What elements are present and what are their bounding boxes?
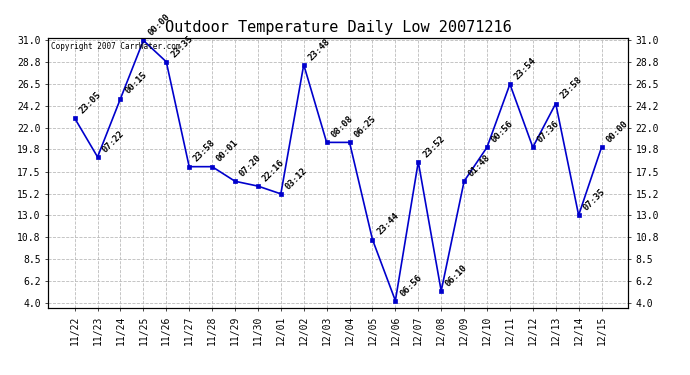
Text: 23:58: 23:58 (192, 138, 217, 164)
Text: 06:25: 06:25 (353, 114, 377, 140)
Text: 07:35: 07:35 (582, 187, 607, 213)
Text: 00:00: 00:00 (146, 12, 172, 38)
Text: 07:22: 07:22 (100, 129, 126, 154)
Text: 23:58: 23:58 (558, 75, 584, 101)
Text: 00:01: 00:01 (215, 138, 240, 164)
Title: Outdoor Temperature Daily Low 20071216: Outdoor Temperature Daily Low 20071216 (165, 20, 511, 35)
Text: 23:48: 23:48 (306, 36, 332, 62)
Text: 00:15: 00:15 (124, 70, 148, 96)
Text: 00:56: 00:56 (490, 119, 515, 144)
Text: 22:16: 22:16 (261, 158, 286, 183)
Text: 23:44: 23:44 (375, 211, 401, 237)
Text: 06:56: 06:56 (398, 273, 424, 298)
Text: 23:05: 23:05 (77, 90, 103, 116)
Text: Copyright 2007 CarrWater.com: Copyright 2007 CarrWater.com (51, 42, 181, 51)
Text: 23:35: 23:35 (169, 34, 195, 59)
Text: 23:52: 23:52 (421, 134, 446, 159)
Text: 01:48: 01:48 (467, 153, 492, 178)
Text: 00:00: 00:00 (604, 119, 630, 144)
Text: 23:54: 23:54 (513, 56, 538, 81)
Text: 07:36: 07:36 (535, 119, 561, 144)
Text: 06:10: 06:10 (444, 263, 469, 288)
Text: 03:12: 03:12 (284, 166, 309, 191)
Text: 07:20: 07:20 (238, 153, 263, 178)
Text: 08:08: 08:08 (329, 114, 355, 140)
